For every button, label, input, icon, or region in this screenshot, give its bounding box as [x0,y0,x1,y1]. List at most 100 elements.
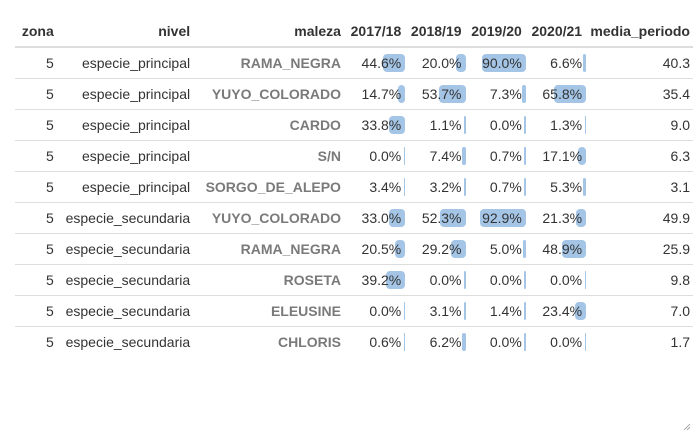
cell-media-periodo: 7.0 [586,295,693,327]
cell-value: 92.9% [482,210,522,226]
cell-year-3: 0.7% [465,171,526,203]
value-bar [583,178,587,196]
cell-value: 29.2% [421,241,462,257]
cell-value: 0.0% [369,148,402,164]
cell-value: 7.3% [489,86,522,102]
value-bar [395,240,406,258]
cell-value: 20.0% [421,55,462,71]
cell-value: 0.0% [369,303,402,319]
value-bar [575,209,587,227]
cell-value: 14.7% [361,86,402,102]
cell-value: 1.1% [429,117,462,133]
cell-value: 52.3% [421,210,462,226]
cell-year-1: 20.5% [344,233,406,265]
value-bar [451,240,466,258]
cell-maleza: YUYO_COLORADO [194,202,345,234]
cell-value: 6.6% [550,55,583,71]
cell-year-3: 1.4% [465,295,526,327]
cell-zona: 5 [15,46,58,79]
table-row: 5 especie_principal S/N 0.0% 7.4% 0.7% 17.1% 6.… [15,140,693,172]
cell-nivel: especie_secundaria [57,233,195,265]
cell-value: 23.4% [542,303,583,319]
cell-zona: 5 [15,78,58,110]
cell-year-4: 0.0% [525,326,587,357]
table-row: 5 especie_secundaria RAMA_NEGRA 20.5% 29.2% 5… [15,233,693,265]
cell-nivel: especie_secundaria [57,326,195,357]
cell-year-1: 33.8% [344,109,406,141]
value-bar [577,147,587,165]
cell-value: 1.3% [550,117,583,133]
cell-year-4: 6.6% [525,46,587,79]
value-bar [463,178,466,196]
cell-value: 0.0% [489,117,522,133]
cell-year-3: 0.0% [465,109,526,141]
cell-value: 39.2% [361,272,402,288]
table-body: 5 especie_principal RAMA_NEGRA 44.6% 20.0% 90… [15,46,693,357]
cell-value: 0.0% [550,334,583,350]
resize-handle-icon[interactable] [681,421,691,431]
cell-year-3: 0.0% [465,326,526,357]
value-bar [403,178,406,196]
table-row: 5 especie_principal CARDO 33.8% 1.1% 0.0% 1.3%… [15,109,693,141]
cell-zona: 5 [15,326,58,357]
cell-zona: 5 [15,233,58,265]
value-bar [524,302,526,320]
cell-year-2: 6.2% [405,326,466,357]
cell-maleza: ELEUSINE [194,295,345,327]
cell-nivel: especie_secundaria [57,295,195,327]
value-bar [574,302,587,320]
cell-value: 53.7% [421,86,462,102]
cell-year-1: 39.2% [344,264,406,296]
value-bar [524,333,526,351]
cell-year-2: 3.1% [405,295,466,327]
cell-maleza: SORGO_DE_ALEPO [194,171,345,203]
cell-year-4: 0.0% [525,264,587,296]
cell-year-1: 0.0% [344,140,406,172]
cell-value: 0.6% [369,334,402,350]
table-row: 5 especie_secundaria CHLORIS 0.6% 6.2% 0.0% 0.… [15,326,693,357]
col-header-2018-19: 2018/19 [405,15,466,48]
table-row: 5 especie_principal YUYO_COLORADO 14.7% 53.7… [15,78,693,110]
cell-value: 0.0% [489,334,522,350]
value-bar [524,178,526,196]
cell-value: 0.7% [489,148,522,164]
cell-value: 65.8% [542,86,583,102]
value-bar [398,85,406,103]
cell-value: 7.4% [429,148,462,164]
cell-year-4: 17.1% [525,140,587,172]
cell-zona: 5 [15,109,58,141]
value-bar [403,302,406,320]
cell-media-periodo: 35.4 [586,78,693,110]
cell-year-1: 3.4% [344,171,406,203]
value-bar [562,240,587,258]
cell-year-4: 21.3% [525,202,587,234]
header-row: zona nivel maleza 2017/18 2018/19 2019/2… [15,15,693,48]
col-header-zona: zona [15,15,58,48]
cell-nivel: especie_principal [57,109,195,141]
cell-value: 5.0% [489,241,522,257]
cell-maleza: RAMA_NEGRA [194,46,345,79]
cell-year-2: 52.3% [405,202,466,234]
cell-year-2: 29.2% [405,233,466,265]
value-bar [584,116,587,134]
col-header-maleza: maleza [194,15,345,48]
cell-value: 3.2% [429,179,462,195]
col-header-2017-18: 2017/18 [344,15,406,48]
cell-value: 3.1% [429,303,462,319]
cell-zona: 5 [15,295,58,327]
cell-year-3: 92.9% [465,202,526,234]
value-bar [383,54,406,72]
value-bar [584,271,587,289]
value-bar [403,333,406,351]
cell-value: 33.0% [361,210,402,226]
cell-nivel: especie_principal [57,140,195,172]
cell-year-1: 0.0% [344,295,406,327]
table-row: 5 especie_secundaria ELEUSINE 0.0% 3.1% 1.4% 2… [15,295,693,327]
cell-media-periodo: 6.3 [586,140,693,172]
cell-maleza: S/N [194,140,345,172]
cell-year-4: 48.9% [525,233,587,265]
value-bar [524,147,526,165]
value-bar [524,116,526,134]
cell-zona: 5 [15,140,58,172]
col-header-nivel: nivel [57,15,195,48]
